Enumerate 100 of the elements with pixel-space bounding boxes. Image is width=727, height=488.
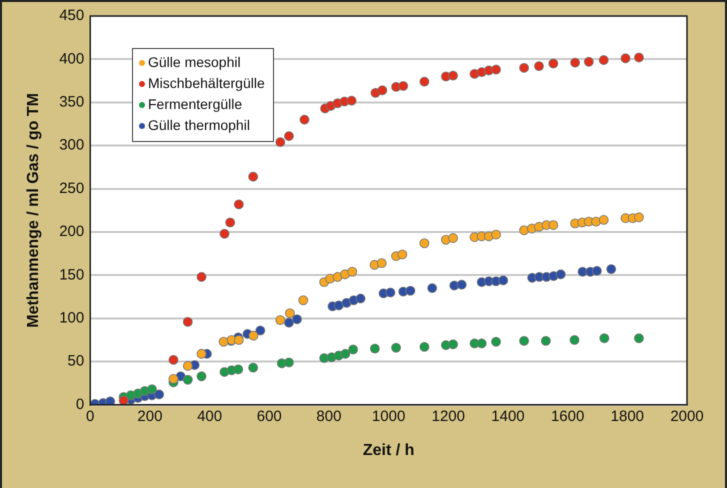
point	[598, 215, 609, 225]
x-tick-label: 1600	[550, 408, 584, 425]
x-axis-title: Zeit / h	[362, 442, 414, 459]
point	[376, 258, 387, 268]
point	[405, 286, 416, 296]
legend-label: Mischbehältergülle	[148, 74, 265, 93]
point	[598, 55, 609, 65]
point	[168, 374, 178, 384]
point	[540, 336, 551, 346]
point	[534, 61, 544, 72]
point	[147, 384, 157, 394]
point	[397, 250, 408, 260]
point	[634, 333, 644, 344]
point	[255, 326, 266, 336]
point	[347, 266, 358, 277]
point	[448, 233, 458, 243]
point	[225, 218, 236, 228]
point	[275, 137, 286, 148]
point	[592, 266, 602, 276]
x-tick-label: 400	[197, 408, 222, 425]
x-tick-label: 1800	[610, 408, 644, 425]
point	[248, 172, 258, 182]
x-tick-label: 1200	[432, 408, 465, 425]
point	[284, 308, 295, 318]
point	[248, 330, 258, 341]
y-tick-label: 250	[59, 180, 84, 197]
point	[340, 348, 350, 359]
y-tick-label: 450	[59, 7, 84, 24]
point	[233, 364, 244, 374]
x-tick-label: 600	[256, 408, 282, 425]
point	[599, 333, 610, 344]
y-axis-title: Methanmenge / ml Gas / go TM	[25, 93, 42, 328]
point	[234, 335, 244, 345]
point	[391, 342, 401, 353]
point	[548, 58, 558, 68]
point	[420, 76, 430, 87]
point	[275, 315, 286, 326]
point	[248, 362, 258, 373]
point	[620, 53, 630, 64]
point	[456, 280, 467, 290]
point	[548, 220, 558, 230]
point	[218, 336, 229, 347]
y-tick-label: 50	[68, 352, 84, 370]
x-tick-label: 800	[316, 408, 342, 425]
point	[168, 354, 178, 365]
legend-label: Fermentergülle	[148, 95, 242, 114]
legend-label: Gülle mesophil	[148, 53, 241, 72]
point	[491, 230, 501, 240]
point	[182, 374, 193, 385]
point	[634, 52, 644, 62]
x-tick-label: 1400	[491, 408, 525, 425]
point	[386, 288, 396, 298]
point	[556, 269, 566, 280]
point	[519, 336, 529, 346]
point	[491, 64, 501, 74]
y-tick-label: 0	[76, 396, 84, 413]
point	[196, 348, 206, 359]
y-tick-label: 350	[59, 94, 84, 111]
point	[182, 316, 193, 327]
point	[420, 342, 430, 352]
point	[476, 338, 487, 348]
point	[196, 371, 206, 382]
point	[420, 238, 430, 248]
point	[348, 344, 358, 354]
x-tick-label: 1000	[372, 408, 406, 425]
point	[220, 228, 230, 239]
point	[356, 294, 366, 304]
point	[448, 339, 458, 350]
legend-label: Gülle thermophil	[148, 116, 250, 135]
point	[234, 199, 244, 210]
y-tick-label: 400	[59, 50, 84, 68]
point	[427, 283, 438, 294]
point	[334, 300, 344, 310]
point	[491, 336, 501, 347]
point	[284, 358, 294, 368]
y-tick-label: 150	[59, 266, 84, 284]
x-tick-label: 200	[137, 408, 162, 425]
point	[398, 81, 408, 91]
point	[448, 70, 458, 81]
point	[300, 114, 310, 125]
y-tick-label: 200	[59, 223, 84, 240]
y-tick-label: 300	[59, 136, 84, 154]
point	[606, 264, 616, 274]
point	[519, 225, 529, 236]
point	[298, 295, 308, 306]
point	[196, 272, 206, 282]
point	[634, 212, 644, 222]
x-tick-label: 2000	[670, 408, 704, 425]
point	[570, 335, 580, 345]
point	[498, 275, 508, 286]
point	[154, 390, 164, 400]
point	[284, 318, 294, 328]
point	[118, 396, 129, 405]
point	[332, 272, 342, 282]
point	[570, 58, 580, 68]
point	[584, 56, 594, 67]
point	[346, 96, 357, 106]
point	[182, 361, 193, 371]
point	[519, 62, 529, 73]
point	[377, 85, 388, 96]
